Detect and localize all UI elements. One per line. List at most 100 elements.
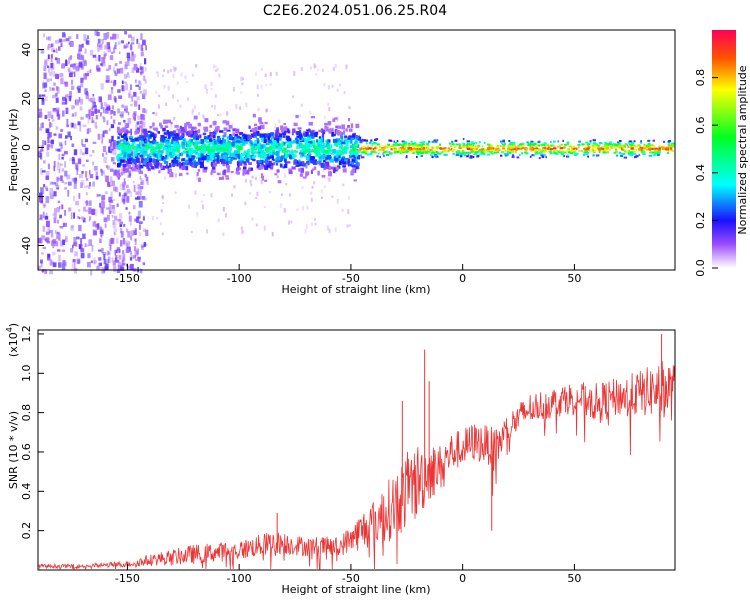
spectrogram-cell <box>160 154 163 158</box>
spectrogram-cell <box>226 111 229 116</box>
spectrogram-cell <box>433 146 436 149</box>
spectrogram-cell <box>240 152 245 157</box>
spectrogram-cell <box>501 142 503 144</box>
spectrogram-cell <box>326 124 329 128</box>
spectrogram-cell <box>322 143 326 147</box>
spectrogram-cell <box>62 239 66 245</box>
spectrogram-cell <box>126 130 129 134</box>
spectrogram-cell <box>224 152 228 157</box>
spectrogram-cell <box>578 150 580 152</box>
spectrogram-cell <box>553 152 557 154</box>
spectrogram-cell <box>671 142 675 145</box>
spectrogram-cell <box>40 50 45 54</box>
spectrogram-cell <box>212 144 216 149</box>
spectrogram-cell <box>560 152 564 155</box>
spectrogram-cell <box>585 146 588 149</box>
spectrogram-cell <box>122 254 126 261</box>
spectrogram-cell <box>273 137 279 143</box>
spectrogram-cell <box>43 65 47 72</box>
spectrogram-cell <box>158 94 161 98</box>
spectrogram-cell <box>657 148 661 151</box>
spectrogram-cell <box>585 150 588 153</box>
spectrogram-cell <box>53 216 57 224</box>
spectrogram-cell <box>121 194 126 202</box>
spectrogram-cell <box>88 219 91 222</box>
spectrogram-cell <box>118 143 122 149</box>
spectrogram-cell <box>367 145 370 148</box>
spectrogram-cell <box>320 196 323 199</box>
spectrogram-cell <box>95 115 99 120</box>
spectrogram-cell <box>341 141 346 145</box>
spectrogram-cell <box>138 201 143 208</box>
spectrogram-cell <box>74 251 78 257</box>
spectrogram-cell <box>158 152 162 156</box>
spectrogram-cell <box>250 133 254 138</box>
spectrogram-cell <box>225 177 230 180</box>
spectrogram-cell <box>295 137 299 143</box>
spectrogram-cell <box>228 147 232 152</box>
spectrogram-cell <box>114 169 119 176</box>
spectrogram-cell <box>172 94 174 99</box>
spectrogram-cell <box>85 171 88 178</box>
spectrogram-cell <box>232 128 237 132</box>
spectrogram-cell <box>130 253 133 260</box>
spectrogram-cell <box>309 142 313 148</box>
spectrogram-cell <box>222 176 225 180</box>
spectrogram-cell <box>184 75 187 80</box>
spectrogram-cell <box>633 144 636 147</box>
spectrogram-cell <box>59 73 64 78</box>
spectrogram-cell <box>466 155 469 158</box>
spectrogram-cell <box>126 162 129 167</box>
spectrogram-cell <box>524 148 527 151</box>
spectrogram-cell <box>49 181 53 185</box>
spectrogram-cell <box>143 89 147 96</box>
spectrogram-cell <box>77 53 80 60</box>
spectrogram-cell <box>210 158 213 162</box>
spectrogram-cell <box>162 127 166 132</box>
spectrogram-cell <box>126 184 129 188</box>
spectrogram-cell <box>112 149 117 156</box>
spectrogram-cell <box>260 149 265 155</box>
spectrogram-cell <box>113 231 116 236</box>
spectrogram-cell <box>152 122 155 127</box>
spectrogram-cell <box>131 164 136 170</box>
spectrogram-cell <box>242 141 246 146</box>
spectrogram-cell <box>68 36 72 40</box>
spectrogram-cell <box>345 64 348 70</box>
spectrogram-cell <box>103 174 106 178</box>
spectrogram-cell <box>292 95 295 98</box>
spectrogram-cell <box>122 140 126 144</box>
spectrogram-cell <box>353 156 357 161</box>
spectrogram-cell <box>631 141 635 144</box>
spectrogram-cell <box>539 148 541 151</box>
spectrogram-cell <box>263 160 268 164</box>
spectrogram-cell <box>264 133 268 137</box>
spectrogram-cell <box>640 140 642 143</box>
spectrogram-cell <box>56 74 60 80</box>
spectrogram-cell <box>470 141 474 144</box>
spectrogram-cell <box>66 124 69 128</box>
spectrogram-cell <box>101 201 105 209</box>
spectrogram-cell <box>185 142 189 148</box>
spectrogram-cell <box>123 160 127 163</box>
spectrogram-cell <box>598 151 601 154</box>
spectrogram-cell <box>175 158 179 162</box>
spectrogram-cell <box>76 236 80 240</box>
spectrogram-cell <box>240 91 243 94</box>
spectrogram-cell <box>336 116 339 122</box>
spectrogram-cell <box>175 154 180 158</box>
spectrogram-cell <box>43 33 45 38</box>
spectrogram-cell <box>225 164 229 167</box>
spectrogram-cell <box>79 173 83 179</box>
spectrogram-cell <box>75 99 79 106</box>
spectrogram-cell <box>254 176 257 181</box>
spectrogram-cell <box>543 150 547 153</box>
spectrogram-cell <box>120 111 124 119</box>
snr-panel: -150 -100 -50 0 50 0.20.40.60.81.01.2 Height… <box>5 323 676 596</box>
spectrogram-cell <box>333 142 337 147</box>
spectrogram-cell <box>51 47 55 53</box>
spectrogram-cell <box>311 185 314 189</box>
spectrogram-cell <box>71 63 75 68</box>
spectrogram-cell <box>478 141 481 144</box>
spectrogram-cell <box>648 148 652 151</box>
